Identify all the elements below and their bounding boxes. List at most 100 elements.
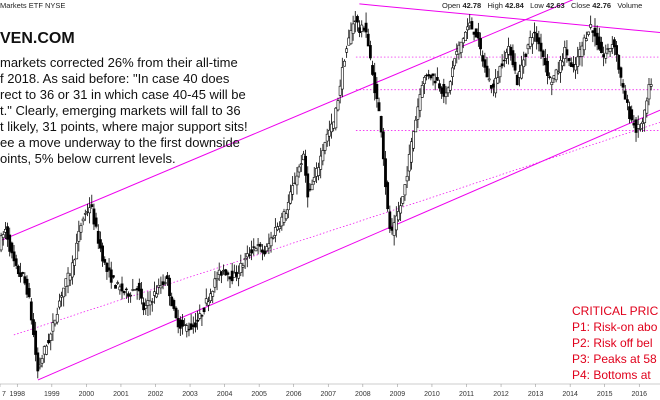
candle-body	[219, 271, 223, 276]
candle	[185, 323, 189, 338]
candle-body	[502, 59, 506, 62]
candle	[215, 271, 219, 291]
candle-body	[137, 282, 141, 292]
candle	[418, 88, 422, 118]
candle-body	[444, 92, 448, 97]
candle	[604, 44, 608, 64]
x-tick-label: 2007	[320, 391, 336, 398]
candle	[79, 222, 83, 240]
candle-body	[75, 242, 79, 260]
candle	[105, 262, 109, 280]
candle-body	[209, 293, 212, 301]
candle	[515, 72, 519, 86]
candle-body	[619, 67, 623, 78]
candle-body	[258, 243, 262, 247]
candle-body	[81, 218, 85, 222]
candle	[57, 293, 61, 310]
candle-body	[114, 284, 117, 289]
candle-body	[576, 56, 580, 67]
candle-body	[401, 196, 405, 204]
candle-body	[70, 262, 74, 278]
candle-body	[116, 282, 120, 284]
candle	[431, 73, 435, 86]
candle-body	[51, 322, 55, 332]
candle-body	[429, 74, 433, 79]
candle	[334, 107, 338, 131]
candle	[464, 31, 467, 42]
candle-body	[284, 213, 288, 220]
candle-body	[27, 288, 31, 298]
candle-body	[88, 207, 92, 214]
candle	[148, 290, 152, 316]
critical-price-p4: P4: Bottoms at	[572, 368, 651, 382]
candle	[271, 234, 275, 240]
candle-body	[6, 226, 9, 240]
candle	[116, 280, 120, 285]
x-tick-label: 2000	[79, 391, 95, 398]
candle	[442, 78, 446, 104]
candle	[10, 241, 14, 259]
candle	[297, 164, 301, 178]
candle	[306, 166, 310, 208]
candle	[481, 50, 485, 67]
candle-body	[99, 239, 102, 249]
candle	[286, 194, 290, 219]
candle	[479, 32, 482, 56]
candle	[99, 231, 102, 253]
candle	[623, 84, 627, 100]
candle	[163, 276, 167, 286]
candle-body	[286, 202, 290, 211]
candle	[226, 270, 230, 282]
candle	[617, 54, 621, 74]
candle-body	[511, 50, 515, 66]
candle	[399, 197, 403, 221]
x-tick-label: 2009	[390, 391, 406, 398]
candle	[559, 55, 562, 83]
candle-body	[403, 184, 407, 196]
critical-price-p3: P3: Peaks at 58	[572, 352, 657, 366]
candle	[448, 80, 452, 95]
candle-body	[168, 277, 171, 297]
candle	[200, 314, 204, 326]
candle-body	[593, 27, 597, 37]
candle-body	[304, 155, 307, 176]
candle-body	[172, 300, 176, 309]
candle-body	[239, 263, 243, 274]
candle-body	[582, 37, 586, 51]
candle-body	[237, 273, 241, 279]
candle	[239, 254, 243, 277]
candle	[541, 49, 545, 66]
candle-body	[271, 236, 275, 239]
candle-body	[407, 154, 411, 172]
candle	[638, 123, 642, 132]
commentary-line: t." Clearly, emerging markets will fall …	[0, 103, 241, 118]
candle-body	[140, 288, 143, 299]
candle	[77, 220, 81, 252]
candle-body	[470, 21, 474, 30]
commentary-line: markets corrected 26% from their all-tim…	[0, 55, 238, 70]
candle-body	[418, 94, 422, 111]
commentary-line: rect to 36 or 31 in which case 40-45 wil…	[0, 87, 246, 102]
candle	[21, 271, 25, 277]
candle-body	[90, 204, 94, 207]
candle	[140, 282, 143, 305]
ohlc-readout: Open 42.78 High 42.84 Low 42.63 Close 42…	[442, 1, 643, 10]
candle-body	[325, 133, 329, 142]
candle-body	[38, 364, 42, 368]
candle	[55, 307, 59, 325]
candle	[150, 297, 154, 312]
candle	[340, 57, 344, 98]
candle-body	[483, 59, 487, 68]
candle-body	[530, 37, 534, 45]
candle-body	[356, 16, 359, 23]
candle	[258, 241, 262, 253]
candle	[321, 143, 325, 166]
candle	[75, 233, 79, 260]
candle-body	[487, 78, 491, 81]
candle-body	[364, 22, 368, 33]
commentary-line: f 2018. As said before: "In case 40 does	[0, 71, 230, 86]
candle-body	[466, 26, 469, 31]
x-tick-label: 2001	[113, 391, 129, 398]
candle-body	[319, 155, 323, 170]
candle	[537, 30, 541, 52]
